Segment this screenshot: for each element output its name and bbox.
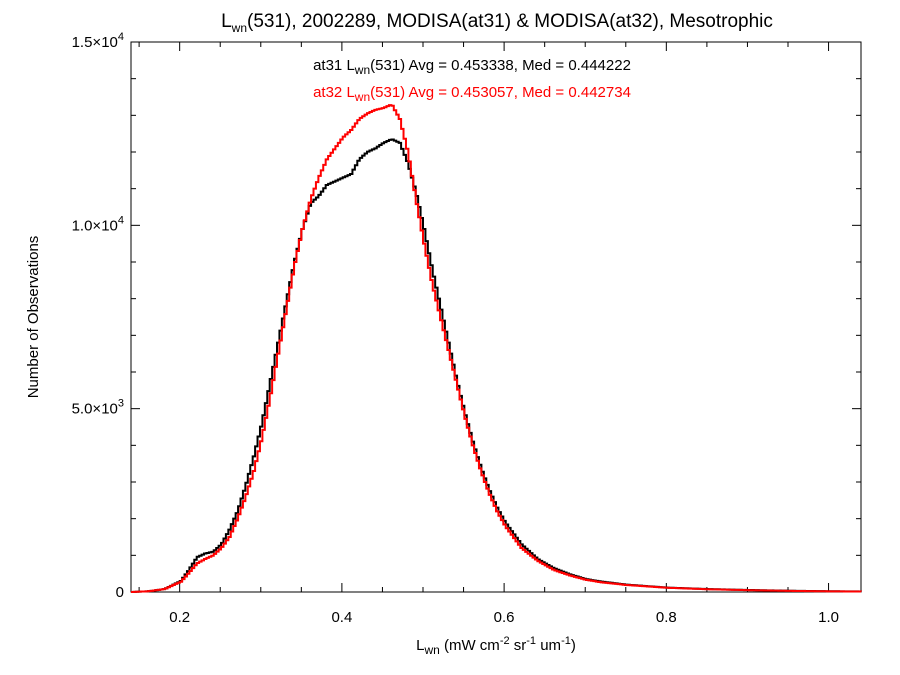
y-tick-label: 1.0×104 bbox=[72, 214, 124, 234]
x-tick-label: 0.2 bbox=[169, 609, 190, 626]
annotation-at32: at32 Lwn(531) Avg = 0.453057, Med = 0.44… bbox=[313, 84, 631, 104]
chart-title: Lwn(531), 2002289, MODISA(at31) & MODISA… bbox=[221, 11, 773, 35]
x-tick-label: 0.4 bbox=[331, 609, 352, 626]
x-tick-label: 0.8 bbox=[656, 609, 677, 626]
series-line-at31 bbox=[131, 138, 862, 593]
plot-frame bbox=[130, 41, 862, 593]
y-axis-label: Number of Observations bbox=[25, 236, 42, 399]
x-axis-label: Lwn (mW cm-2 sr-1 um-1) bbox=[416, 635, 576, 657]
y-tick-label: 1.5×104 bbox=[72, 31, 124, 51]
y-tick-label: 0 bbox=[116, 584, 124, 601]
x-tick-label: 1.0 bbox=[818, 609, 839, 626]
annotation-at31: at31 Lwn(531) Avg = 0.453338, Med = 0.44… bbox=[313, 57, 631, 77]
x-tick-label: 0.6 bbox=[494, 609, 515, 626]
y-tick-label: 5.0×103 bbox=[72, 398, 124, 418]
series-line-at32 bbox=[131, 104, 862, 593]
y-axis-ticks: 0 5.0×103 1.0×104 1.5×104 bbox=[72, 31, 861, 601]
histogram-series bbox=[131, 104, 862, 593]
x-axis-ticks: 0.2 0.4 0.6 0.8 1.0 bbox=[138, 42, 839, 626]
